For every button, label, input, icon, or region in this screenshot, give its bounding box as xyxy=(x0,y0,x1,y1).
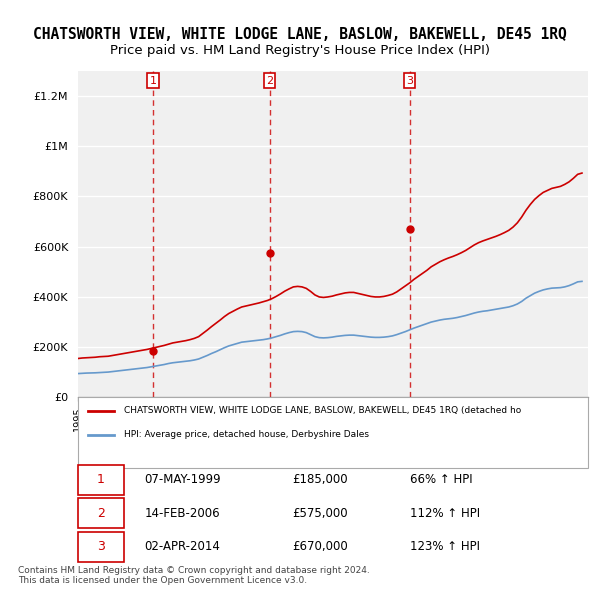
Text: 3: 3 xyxy=(97,540,105,553)
Text: 1: 1 xyxy=(97,473,105,486)
FancyBboxPatch shape xyxy=(78,532,124,562)
Text: Contains HM Land Registry data © Crown copyright and database right 2024.: Contains HM Land Registry data © Crown c… xyxy=(18,566,370,575)
Text: 2: 2 xyxy=(97,507,105,520)
Text: 3: 3 xyxy=(406,76,413,86)
Text: 02-APR-2014: 02-APR-2014 xyxy=(145,540,220,553)
FancyBboxPatch shape xyxy=(78,398,588,468)
Text: 112% ↑ HPI: 112% ↑ HPI xyxy=(409,507,479,520)
Text: £670,000: £670,000 xyxy=(292,540,348,553)
FancyBboxPatch shape xyxy=(78,498,124,528)
Text: Price paid vs. HM Land Registry's House Price Index (HPI): Price paid vs. HM Land Registry's House … xyxy=(110,44,490,57)
Text: This data is licensed under the Open Government Licence v3.0.: This data is licensed under the Open Gov… xyxy=(18,576,307,585)
Text: CHATSWORTH VIEW, WHITE LODGE LANE, BASLOW, BAKEWELL, DE45 1RQ: CHATSWORTH VIEW, WHITE LODGE LANE, BASLO… xyxy=(33,27,567,41)
Text: 123% ↑ HPI: 123% ↑ HPI xyxy=(409,540,479,553)
Text: 1: 1 xyxy=(149,76,157,86)
Text: 14-FEB-2006: 14-FEB-2006 xyxy=(145,507,220,520)
Text: 2: 2 xyxy=(266,76,273,86)
FancyBboxPatch shape xyxy=(78,465,124,494)
Text: 66% ↑ HPI: 66% ↑ HPI xyxy=(409,473,472,486)
Text: £185,000: £185,000 xyxy=(292,473,348,486)
Text: CHATSWORTH VIEW, WHITE LODGE LANE, BASLOW, BAKEWELL, DE45 1RQ (detached ho: CHATSWORTH VIEW, WHITE LODGE LANE, BASLO… xyxy=(124,406,521,415)
Text: £575,000: £575,000 xyxy=(292,507,348,520)
Text: HPI: Average price, detached house, Derbyshire Dales: HPI: Average price, detached house, Derb… xyxy=(124,430,369,440)
Text: 07-MAY-1999: 07-MAY-1999 xyxy=(145,473,221,486)
